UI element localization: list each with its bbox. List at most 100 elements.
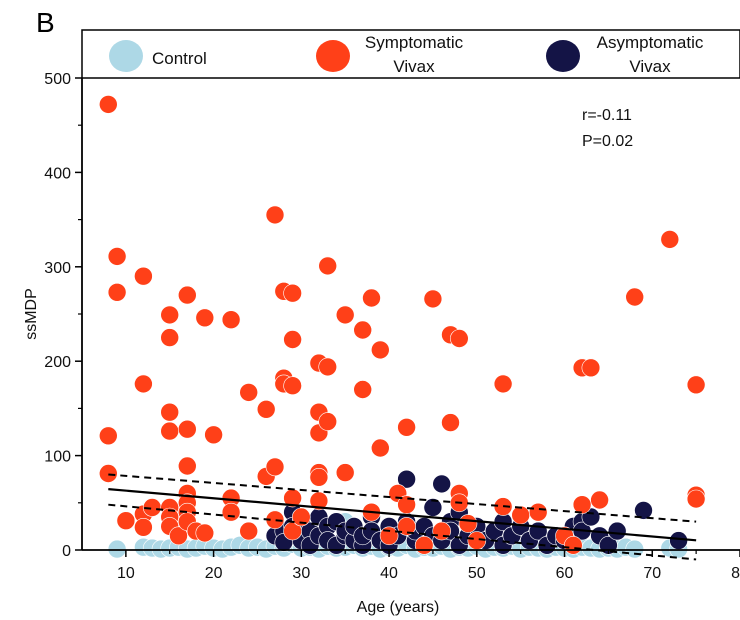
symptomatic-point-90 <box>590 490 609 510</box>
symptomatic-point-45 <box>283 376 302 396</box>
symptomatic-point-37 <box>265 205 285 225</box>
symptomatic-point-89 <box>581 358 601 378</box>
correlation-r: r=-0.11 <box>582 107 632 124</box>
symptomatic-point-48 <box>291 507 311 527</box>
symptomatic-point-38 <box>265 457 285 477</box>
ci-lower-line <box>108 503 697 561</box>
symptomatic-point-30 <box>221 310 241 330</box>
y-tick-label-100: 100 <box>44 449 71 466</box>
symptomatic-point-92 <box>660 230 680 249</box>
legend-label-control: Control <box>152 49 207 68</box>
symptomatic-point-4 <box>107 282 127 302</box>
regression-line <box>108 487 697 542</box>
symptomatic-point-55 <box>318 256 338 276</box>
symptomatic-point-93 <box>686 375 706 395</box>
symptomatic-point-68 <box>397 417 416 437</box>
symptomatic-points <box>99 95 706 555</box>
symptomatic-point-61 <box>353 380 373 399</box>
symptomatic-point-53 <box>309 467 329 487</box>
symptomatic-point-29 <box>204 425 223 445</box>
symptomatic-point-60 <box>353 320 373 340</box>
x-axis-title: Age (years) <box>357 599 440 616</box>
symptomatic-point-73 <box>432 521 452 541</box>
x-tick-label-40: 40 <box>380 565 398 582</box>
asymptomatic-point-27 <box>397 469 416 489</box>
symptomatic-point-9 <box>134 517 153 537</box>
symptomatic-point-27 <box>195 308 215 328</box>
symptomatic-point-91 <box>625 287 645 307</box>
symptomatic-point-54 <box>309 491 329 511</box>
asymptomatic-point-61 <box>634 501 653 520</box>
legend-label-symptomatic: Symptomatic <box>365 33 464 52</box>
asymptomatic-point-60 <box>607 521 627 541</box>
symptomatic-point-59 <box>335 463 355 482</box>
symptomatic-point-69 <box>397 495 416 515</box>
symptomatic-point-88 <box>572 495 592 515</box>
symptomatic-point-81 <box>493 374 513 394</box>
symptomatic-point-11 <box>160 305 179 325</box>
symptomatic-point-44 <box>283 330 302 349</box>
symptomatic-point-20 <box>178 419 197 439</box>
symptomatic-point-57 <box>318 412 338 431</box>
symptomatic-point-86 <box>563 535 583 555</box>
regression-lines <box>108 473 697 561</box>
legend-marker-asymptomatic <box>546 40 580 72</box>
symptomatic-point-62 <box>362 288 381 308</box>
symptomatic-point-56 <box>318 357 338 377</box>
symptomatic-point-12 <box>160 328 179 347</box>
legend-sublabel-symptomatic: Vivax <box>393 57 435 76</box>
y-tick-label-500: 500 <box>44 71 71 88</box>
symptomatic-point-65 <box>370 438 390 458</box>
y-tick-label-400: 400 <box>44 165 71 182</box>
x-tick-label-70: 70 <box>643 565 661 582</box>
symptomatic-point-79 <box>458 514 478 533</box>
legend: Control Symptomatic Vivax Asymptomatic Vivax <box>81 29 740 79</box>
symptomatic-point-72 <box>423 289 443 309</box>
symptomatic-point-43 <box>283 283 302 303</box>
x-tick-label-60: 60 <box>556 565 574 582</box>
symptomatic-point-33 <box>239 383 258 402</box>
symptomatic-point-95 <box>686 489 706 509</box>
symptomatic-point-34 <box>239 521 258 541</box>
symptomatic-point-28 <box>195 523 215 543</box>
symptomatic-point-66 <box>379 526 399 546</box>
symptomatic-point-1 <box>99 426 118 446</box>
x-tick-label-30: 30 <box>292 565 310 582</box>
legend-sublabel-asymptomatic: Vivax <box>629 57 671 76</box>
symptomatic-point-5 <box>116 511 136 531</box>
y-tick-label-200: 200 <box>44 354 71 371</box>
symptomatic-point-21 <box>178 456 197 476</box>
legend-label-asymptomatic: Asymptomatic <box>597 33 704 52</box>
legend-marker-symptomatic <box>316 40 350 72</box>
symptomatic-point-19 <box>178 285 197 305</box>
symptomatic-point-6 <box>134 266 153 286</box>
ci-upper-line <box>108 473 697 523</box>
symptomatic-point-76 <box>449 329 469 348</box>
legend-marker-control <box>109 40 143 72</box>
x-tick-label-80: 80 <box>731 565 740 582</box>
symptomatic-point-64 <box>370 340 390 360</box>
symptomatic-point-2 <box>99 464 118 483</box>
symptomatic-point-0 <box>99 95 118 114</box>
y-tick-label-0: 0 <box>62 543 71 560</box>
symptomatic-point-7 <box>134 374 153 394</box>
legend-frame <box>81 29 740 79</box>
asymptomatic-point-35 <box>432 474 452 494</box>
symptomatic-point-71 <box>414 535 434 555</box>
symptomatic-point-84 <box>528 502 548 522</box>
x-tick-label-50: 50 <box>468 565 486 582</box>
correlation-p: P=0.02 <box>582 133 633 150</box>
symptomatic-point-13 <box>160 402 179 422</box>
symptomatic-point-35 <box>256 399 276 419</box>
panel-label: B <box>36 7 55 38</box>
symptomatic-point-70 <box>397 517 416 536</box>
symptomatic-point-32 <box>221 502 241 522</box>
x-tick-label-10: 10 <box>117 565 135 582</box>
x-tick-label-20: 20 <box>205 565 223 582</box>
symptomatic-point-18 <box>169 526 188 546</box>
y-tick-label-300: 300 <box>44 260 71 277</box>
y-axis-title: ssMDP <box>23 288 40 340</box>
symptomatic-point-14 <box>160 421 179 441</box>
